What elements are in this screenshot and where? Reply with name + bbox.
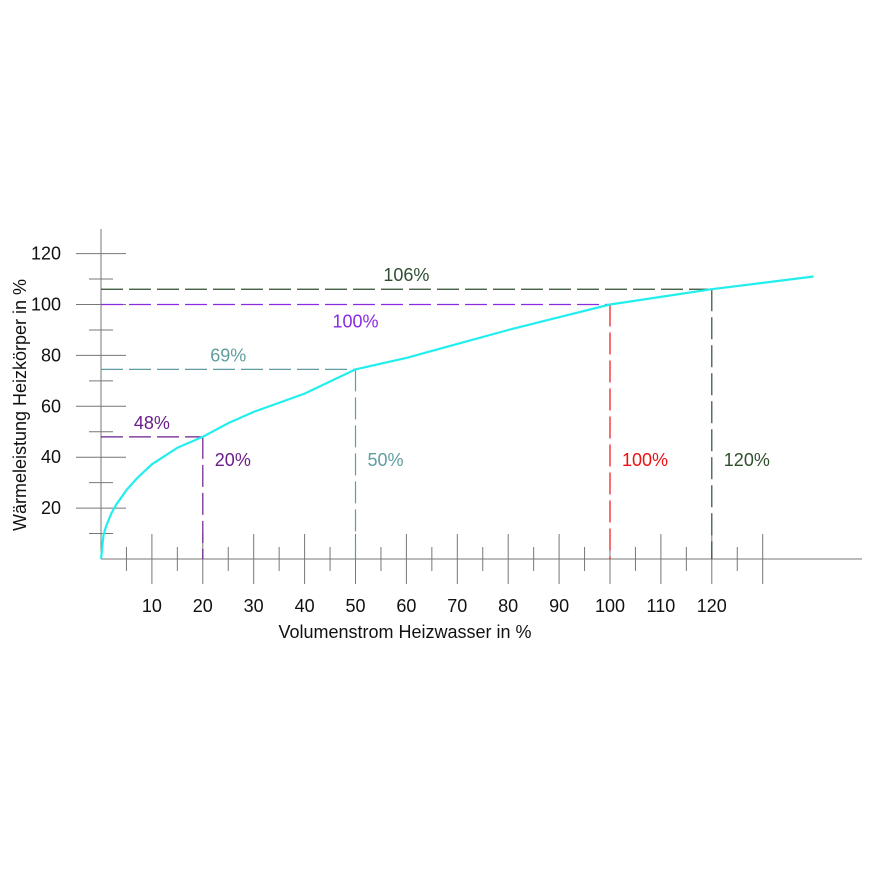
annotation-labels: 20% 48% 50% 69% 100% 100% 120% 106% xyxy=(134,265,770,470)
x-tick-label: 110 xyxy=(647,596,676,616)
annotation-x-label: 20% xyxy=(215,450,251,470)
annotation-x-label: 120% xyxy=(724,450,770,470)
x-tick-label: 90 xyxy=(549,596,569,616)
annotation-y-label: 106% xyxy=(383,265,429,285)
x-tick-label: 120 xyxy=(697,596,727,616)
y-axis-title: Wärmeleistung Heizkörper in % xyxy=(10,279,30,531)
annotation-y-label: 48% xyxy=(134,413,170,433)
y-tick-label: 20 xyxy=(41,498,61,518)
annotation-y-label: 69% xyxy=(210,345,246,365)
x-ticks: 10 20 30 40 50 60 70 80 90 100 110 120 xyxy=(125,534,764,616)
x-axis-title: Volumenstrom Heizwasser in % xyxy=(278,622,531,642)
x-tick-label: 30 xyxy=(244,596,264,616)
x-tick-label: 80 xyxy=(498,596,518,616)
annotation-x-label: 100% xyxy=(622,450,668,470)
x-tick-label: 100 xyxy=(595,596,625,616)
x-tick-label: 40 xyxy=(295,596,315,616)
x-tick-label: 10 xyxy=(142,596,162,616)
guide-lines xyxy=(101,288,713,559)
y-tick-label: 120 xyxy=(31,244,61,264)
x-tick-label: 20 xyxy=(193,596,213,616)
y-tick-label: 100 xyxy=(31,295,61,315)
y-ticks: 20 40 60 80 100 120 xyxy=(31,244,126,535)
y-tick-label: 40 xyxy=(41,447,61,467)
x-tick-label: 60 xyxy=(396,596,416,616)
x-tick-label: 70 xyxy=(447,596,467,616)
series-curve xyxy=(99,275,814,560)
x-tick-label: 50 xyxy=(345,596,365,616)
y-tick-label: 60 xyxy=(41,396,61,416)
y-tick-label: 80 xyxy=(41,345,61,365)
annotation-x-label: 50% xyxy=(368,450,404,470)
axes xyxy=(100,229,862,560)
annotation-y-label: 100% xyxy=(332,312,378,332)
